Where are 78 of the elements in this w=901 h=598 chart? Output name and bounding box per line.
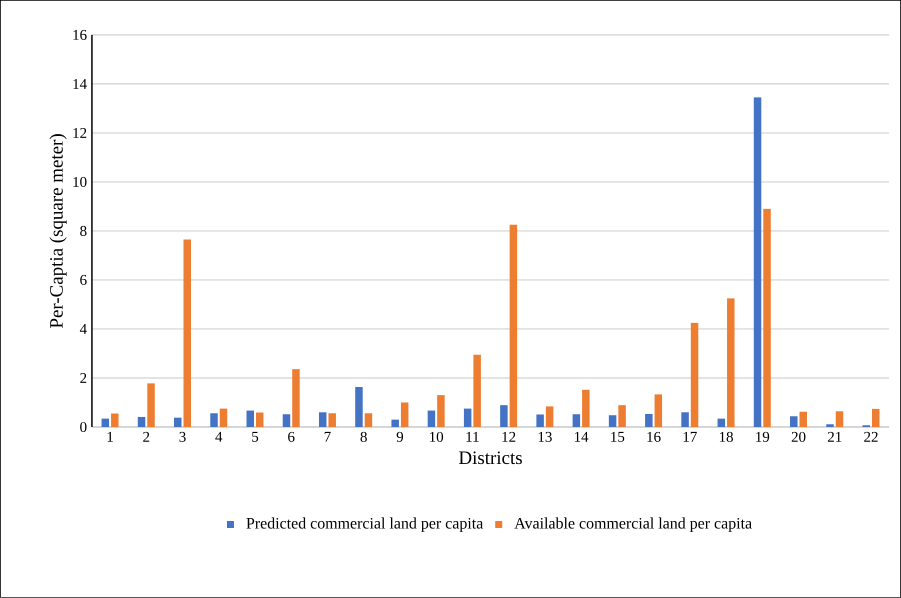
bar bbox=[437, 395, 445, 428]
x-tick-label: 9 bbox=[396, 432, 404, 442]
x-tick-label: 17 bbox=[684, 432, 697, 442]
bar bbox=[826, 424, 834, 428]
x-tick-label: 21 bbox=[828, 432, 842, 442]
bar bbox=[645, 414, 653, 428]
bar bbox=[754, 97, 762, 428]
x-tick-label: 15 bbox=[611, 432, 624, 442]
y-axis-title: Per-Captia (square meter) bbox=[49, 134, 67, 328]
bar bbox=[790, 416, 798, 428]
x-tick-label: 10 bbox=[430, 432, 444, 442]
x-tick-label: 6 bbox=[288, 432, 295, 442]
bar bbox=[318, 412, 326, 428]
y-tick-label: 14 bbox=[73, 79, 87, 89]
bar bbox=[800, 412, 808, 428]
bar bbox=[246, 410, 254, 428]
x-tick-label: 16 bbox=[647, 432, 661, 442]
bar bbox=[184, 240, 192, 428]
x-tick-label: 1 bbox=[108, 432, 113, 442]
bar bbox=[690, 322, 698, 428]
x-tick-label: 22 bbox=[864, 432, 878, 442]
bar bbox=[536, 414, 544, 428]
bar bbox=[872, 408, 880, 428]
bar bbox=[220, 408, 228, 428]
y-tick-label: 12 bbox=[73, 128, 86, 138]
bar bbox=[718, 418, 726, 428]
x-tick-label: 3 bbox=[180, 432, 186, 442]
x-tick-label: 2 bbox=[143, 432, 150, 442]
y-tick-label: 4 bbox=[80, 324, 87, 334]
bar bbox=[510, 224, 518, 428]
bar bbox=[174, 418, 182, 428]
bar bbox=[256, 412, 264, 428]
bar bbox=[473, 354, 481, 428]
legend-label: Predicted commercial land per capita bbox=[246, 517, 484, 532]
bar bbox=[681, 412, 689, 428]
bar bbox=[391, 420, 399, 428]
x-tick-label: 19 bbox=[756, 432, 770, 442]
x-tick-label: 5 bbox=[252, 432, 258, 442]
bar bbox=[328, 413, 336, 428]
bar bbox=[364, 413, 372, 428]
x-tick-label: 11 bbox=[466, 432, 479, 442]
y-tick-label: 10 bbox=[73, 176, 87, 187]
bar bbox=[546, 406, 554, 428]
y-tick-label: 2 bbox=[80, 373, 86, 383]
bar bbox=[727, 298, 735, 428]
y-tick-label: 0 bbox=[80, 422, 87, 432]
bar bbox=[138, 416, 146, 428]
bar bbox=[292, 369, 300, 428]
x-tick-label: 14 bbox=[574, 432, 588, 442]
x-tick-label: 4 bbox=[215, 432, 222, 442]
legend-label: Available commercial land per capita bbox=[514, 517, 752, 532]
x-tick-label: 12 bbox=[502, 432, 516, 442]
bar bbox=[836, 411, 844, 428]
x-tick-label: 7 bbox=[324, 432, 331, 442]
bar bbox=[582, 390, 590, 428]
bar bbox=[147, 383, 155, 428]
bar bbox=[428, 410, 436, 428]
bar bbox=[654, 394, 662, 428]
bar bbox=[111, 414, 119, 428]
bar bbox=[572, 414, 580, 428]
x-axis-title: Districts bbox=[458, 451, 522, 464]
bar bbox=[355, 387, 363, 428]
y-tick-label: 6 bbox=[80, 274, 87, 285]
x-tick-label: 8 bbox=[360, 432, 367, 442]
x-tick-label: 20 bbox=[792, 432, 806, 442]
bar bbox=[282, 414, 290, 428]
bar bbox=[763, 208, 771, 428]
bar bbox=[464, 408, 472, 428]
bar bbox=[618, 405, 626, 428]
bar bbox=[210, 413, 218, 428]
bar bbox=[500, 405, 508, 428]
bar bbox=[400, 402, 408, 428]
y-tick-label: 8 bbox=[80, 226, 87, 236]
bar bbox=[102, 418, 110, 428]
bar bbox=[608, 415, 616, 428]
y-tick-label: 16 bbox=[73, 30, 87, 40]
x-tick-label: 18 bbox=[720, 432, 733, 442]
x-tick-label: 13 bbox=[538, 432, 552, 442]
